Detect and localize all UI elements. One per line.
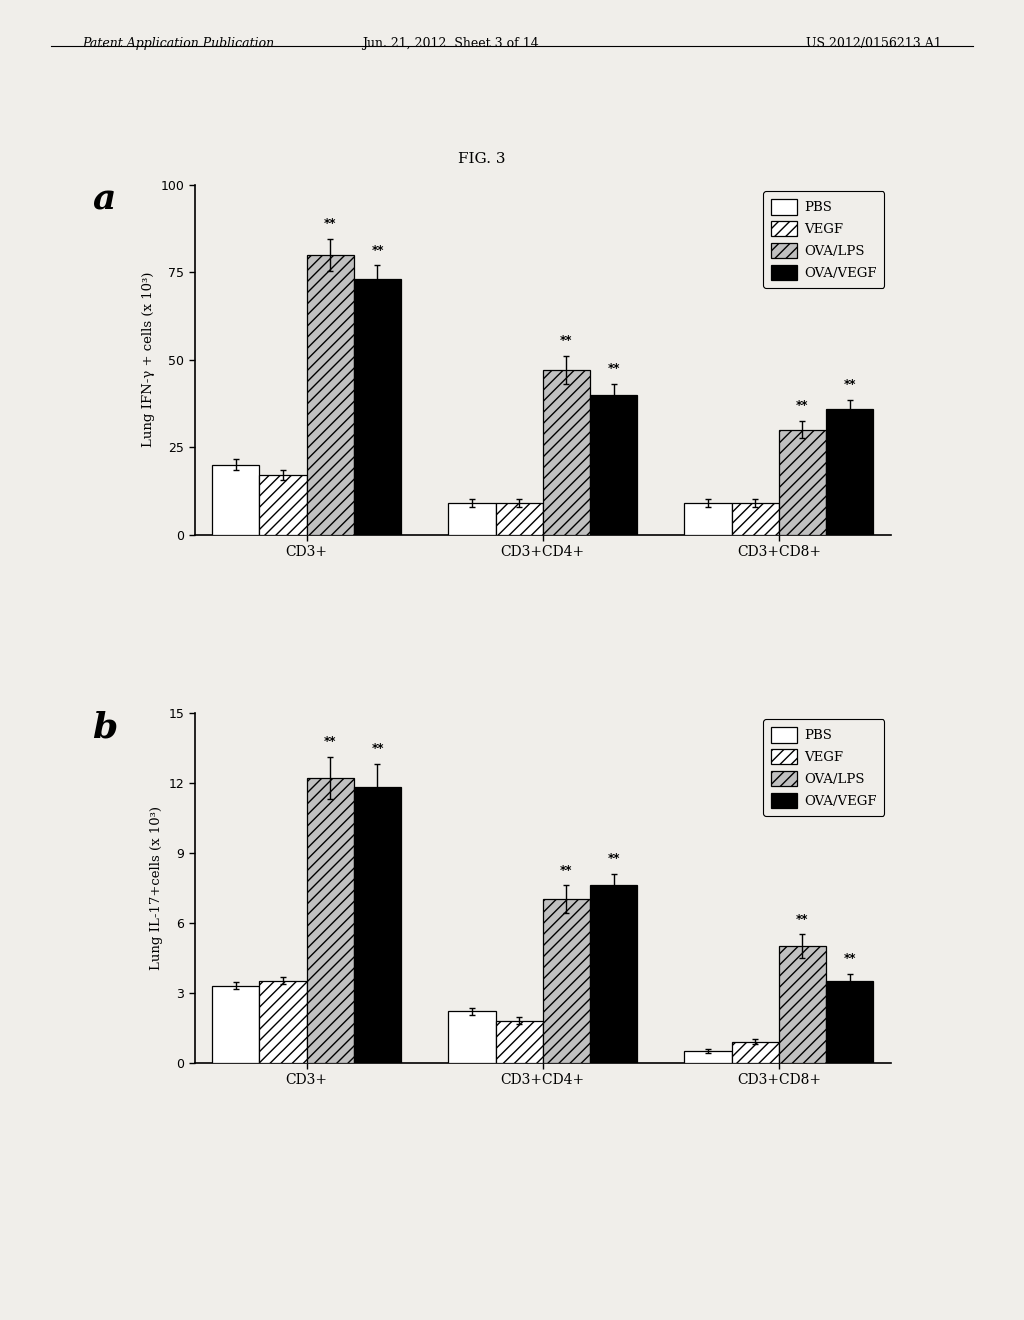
Bar — [590, 886, 637, 1063]
Bar — [449, 503, 496, 535]
Text: **: ** — [844, 952, 856, 965]
Text: **: ** — [324, 218, 337, 230]
Text: FIG. 3: FIG. 3 — [458, 152, 505, 166]
Text: **: ** — [560, 334, 572, 347]
Text: **: ** — [560, 863, 572, 876]
Text: **: ** — [324, 735, 337, 748]
Bar — [684, 1051, 731, 1063]
Text: Patent Application Publication: Patent Application Publication — [82, 37, 274, 50]
Bar — [731, 1041, 779, 1063]
Text: a: a — [92, 182, 116, 216]
Bar — [826, 981, 873, 1063]
Bar — [779, 430, 826, 535]
Bar — [354, 280, 401, 535]
Bar — [259, 981, 306, 1063]
Bar — [496, 1020, 543, 1063]
Text: **: ** — [607, 363, 620, 375]
Bar — [543, 899, 590, 1063]
Bar — [731, 503, 779, 535]
Text: **: ** — [844, 379, 856, 391]
Text: **: ** — [607, 851, 620, 865]
Bar — [306, 255, 354, 535]
Bar — [543, 370, 590, 535]
Bar — [212, 986, 259, 1063]
Text: Jun. 21, 2012  Sheet 3 of 14: Jun. 21, 2012 Sheet 3 of 14 — [362, 37, 539, 50]
Y-axis label: Lung IL-17+cells (x 10³): Lung IL-17+cells (x 10³) — [150, 805, 163, 970]
Legend: PBS, VEGF, OVA/LPS, OVA/VEGF: PBS, VEGF, OVA/LPS, OVA/VEGF — [763, 191, 885, 288]
Bar — [779, 946, 826, 1063]
Bar — [590, 395, 637, 535]
Text: **: ** — [796, 399, 809, 412]
Text: b: b — [92, 710, 118, 744]
Bar — [684, 503, 731, 535]
Text: **: ** — [372, 243, 384, 256]
Text: **: ** — [372, 742, 384, 755]
Bar — [496, 503, 543, 535]
Text: US 2012/0156213 A1: US 2012/0156213 A1 — [806, 37, 942, 50]
Bar — [306, 777, 354, 1063]
Y-axis label: Lung IFN-γ + cells (x 10³): Lung IFN-γ + cells (x 10³) — [141, 272, 155, 447]
Bar — [212, 465, 259, 535]
Text: **: ** — [796, 912, 809, 925]
Bar — [354, 788, 401, 1063]
Bar — [259, 475, 306, 535]
Bar — [449, 1011, 496, 1063]
Legend: PBS, VEGF, OVA/LPS, OVA/VEGF: PBS, VEGF, OVA/LPS, OVA/VEGF — [763, 719, 885, 816]
Bar — [826, 409, 873, 535]
